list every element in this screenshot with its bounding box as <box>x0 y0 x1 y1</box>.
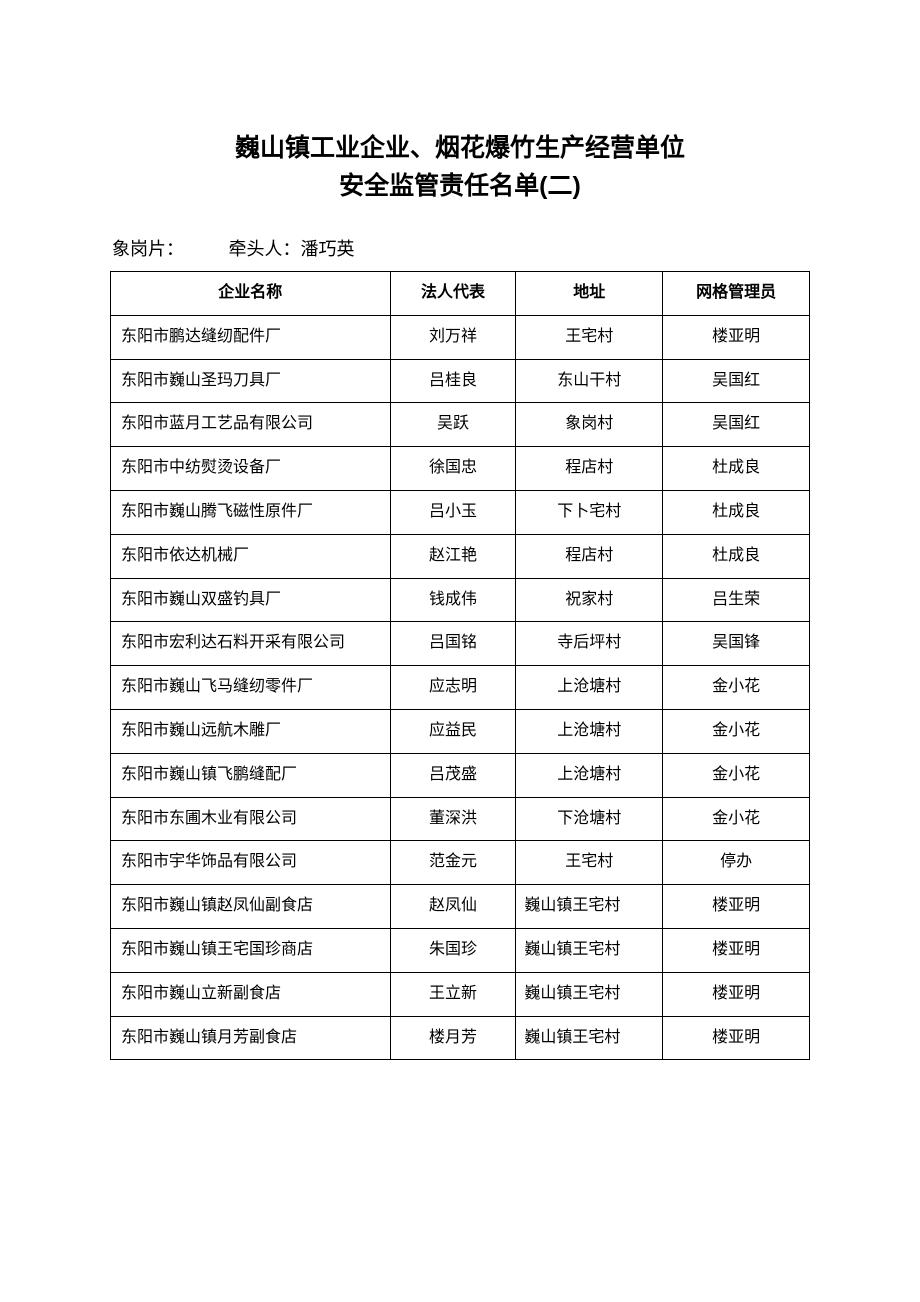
cell-grid-admin: 金小花 <box>663 666 810 710</box>
cell-legal-rep: 刘万祥 <box>390 315 516 359</box>
cell-address: 巍山镇王宅村 <box>516 885 663 929</box>
cell-address: 王宅村 <box>516 315 663 359</box>
cell-grid-admin: 停办 <box>663 841 810 885</box>
cell-address: 巍山镇王宅村 <box>516 972 663 1016</box>
table-row: 东阳市巍山镇赵凤仙副食店赵凤仙巍山镇王宅村楼亚明 <box>111 885 810 929</box>
cell-company: 东阳市巍山镇月芳副食店 <box>111 1016 391 1060</box>
col-header-grid-admin: 网格管理员 <box>663 272 810 316</box>
cell-company: 东阳市巍山飞马缝纫零件厂 <box>111 666 391 710</box>
cell-company: 东阳市巍山镇赵凤仙副食店 <box>111 885 391 929</box>
col-header-company: 企业名称 <box>111 272 391 316</box>
table-row: 东阳市宏利达石料开采有限公司吕国铭寺后坪村吴国锋 <box>111 622 810 666</box>
table-row: 东阳市巍山双盛钓具厂钱成伟祝家村吕生荣 <box>111 578 810 622</box>
cell-legal-rep: 楼月芳 <box>390 1016 516 1060</box>
cell-address: 祝家村 <box>516 578 663 622</box>
responsibility-table: 企业名称 法人代表 地址 网格管理员 东阳市鹏达缝纫配件厂刘万祥王宅村楼亚明东阳… <box>110 271 810 1060</box>
table-header-row: 企业名称 法人代表 地址 网格管理员 <box>111 272 810 316</box>
table-row: 东阳市巍山飞马缝纫零件厂应志明上沧塘村金小花 <box>111 666 810 710</box>
cell-grid-admin: 吕生荣 <box>663 578 810 622</box>
table-row: 东阳市巍山腾飞磁性原件厂吕小玉下卜宅村杜成良 <box>111 490 810 534</box>
table-row: 东阳市宇华饰品有限公司范金元王宅村停办 <box>111 841 810 885</box>
cell-address: 王宅村 <box>516 841 663 885</box>
cell-address: 上沧塘村 <box>516 753 663 797</box>
cell-company: 东阳市依达机械厂 <box>111 534 391 578</box>
cell-legal-rep: 钱成伟 <box>390 578 516 622</box>
cell-address: 上沧塘村 <box>516 666 663 710</box>
cell-address: 程店村 <box>516 447 663 491</box>
table-row: 东阳市巍山立新副食店王立新巍山镇王宅村楼亚明 <box>111 972 810 1016</box>
cell-legal-rep: 吕桂良 <box>390 359 516 403</box>
table-row: 东阳市巍山圣玛刀具厂吕桂良东山干村吴国红 <box>111 359 810 403</box>
cell-legal-rep: 应益民 <box>390 709 516 753</box>
title-line-1: 巍山镇工业企业、烟花爆竹生产经营单位 <box>110 130 810 168</box>
cell-grid-admin: 吴国锋 <box>663 622 810 666</box>
cell-address: 下卜宅村 <box>516 490 663 534</box>
cell-company: 东阳市巍山镇飞鹏缝配厂 <box>111 753 391 797</box>
cell-legal-rep: 应志明 <box>390 666 516 710</box>
cell-grid-admin: 金小花 <box>663 753 810 797</box>
table-row: 东阳市中纺熨烫设备厂徐国忠程店村杜成良 <box>111 447 810 491</box>
title-line-2: 安全监管责任名单(二) <box>110 168 810 206</box>
cell-address: 程店村 <box>516 534 663 578</box>
cell-grid-admin: 金小花 <box>663 709 810 753</box>
cell-company: 东阳市鹏达缝纫配件厂 <box>111 315 391 359</box>
cell-grid-admin: 楼亚明 <box>663 928 810 972</box>
cell-legal-rep: 朱国珍 <box>390 928 516 972</box>
cell-address: 东山干村 <box>516 359 663 403</box>
col-header-legal-rep: 法人代表 <box>390 272 516 316</box>
cell-legal-rep: 王立新 <box>390 972 516 1016</box>
cell-grid-admin: 吴国红 <box>663 359 810 403</box>
section-header: 象岗片： 牵头人：潘巧英 <box>110 235 810 261</box>
table-row: 东阳市东圃木业有限公司董深洪下沧塘村金小花 <box>111 797 810 841</box>
cell-address: 巍山镇王宅村 <box>516 928 663 972</box>
leader-label: 牵头人：潘巧英 <box>229 235 355 261</box>
cell-grid-admin: 楼亚明 <box>663 315 810 359</box>
cell-legal-rep: 吕小玉 <box>390 490 516 534</box>
cell-legal-rep: 吴跃 <box>390 403 516 447</box>
cell-address: 下沧塘村 <box>516 797 663 841</box>
cell-company: 东阳市巍山镇王宅国珍商店 <box>111 928 391 972</box>
cell-address: 象岗村 <box>516 403 663 447</box>
cell-legal-rep: 赵江艳 <box>390 534 516 578</box>
cell-company: 东阳市蓝月工艺品有限公司 <box>111 403 391 447</box>
table-row: 东阳市巍山镇飞鹏缝配厂吕茂盛上沧塘村金小花 <box>111 753 810 797</box>
table-row: 东阳市鹏达缝纫配件厂刘万祥王宅村楼亚明 <box>111 315 810 359</box>
cell-grid-admin: 杜成良 <box>663 447 810 491</box>
cell-grid-admin: 杜成良 <box>663 490 810 534</box>
cell-company: 东阳市巍山腾飞磁性原件厂 <box>111 490 391 534</box>
section-label: 象岗片： <box>112 235 184 261</box>
cell-legal-rep: 赵凤仙 <box>390 885 516 929</box>
cell-grid-admin: 金小花 <box>663 797 810 841</box>
table-row: 东阳市巍山镇王宅国珍商店朱国珍巍山镇王宅村楼亚明 <box>111 928 810 972</box>
cell-legal-rep: 吕国铭 <box>390 622 516 666</box>
cell-grid-admin: 吴国红 <box>663 403 810 447</box>
cell-company: 东阳市东圃木业有限公司 <box>111 797 391 841</box>
cell-legal-rep: 吕茂盛 <box>390 753 516 797</box>
cell-grid-admin: 楼亚明 <box>663 972 810 1016</box>
cell-grid-admin: 楼亚明 <box>663 1016 810 1060</box>
cell-company: 东阳市中纺熨烫设备厂 <box>111 447 391 491</box>
cell-address: 巍山镇王宅村 <box>516 1016 663 1060</box>
cell-company: 东阳市宏利达石料开采有限公司 <box>111 622 391 666</box>
cell-company: 东阳市宇华饰品有限公司 <box>111 841 391 885</box>
table-row: 东阳市蓝月工艺品有限公司吴跃象岗村吴国红 <box>111 403 810 447</box>
table-row: 东阳市巍山远航木雕厂应益民上沧塘村金小花 <box>111 709 810 753</box>
cell-address: 寺后坪村 <box>516 622 663 666</box>
cell-company: 东阳市巍山远航木雕厂 <box>111 709 391 753</box>
cell-company: 东阳市巍山立新副食店 <box>111 972 391 1016</box>
cell-company: 东阳市巍山双盛钓具厂 <box>111 578 391 622</box>
cell-grid-admin: 楼亚明 <box>663 885 810 929</box>
table-row: 东阳市巍山镇月芳副食店楼月芳巍山镇王宅村楼亚明 <box>111 1016 810 1060</box>
cell-legal-rep: 徐国忠 <box>390 447 516 491</box>
cell-address: 上沧塘村 <box>516 709 663 753</box>
cell-legal-rep: 范金元 <box>390 841 516 885</box>
cell-legal-rep: 董深洪 <box>390 797 516 841</box>
cell-company: 东阳市巍山圣玛刀具厂 <box>111 359 391 403</box>
table-row: 东阳市依达机械厂赵江艳程店村杜成良 <box>111 534 810 578</box>
col-header-address: 地址 <box>516 272 663 316</box>
cell-grid-admin: 杜成良 <box>663 534 810 578</box>
document-title: 巍山镇工业企业、烟花爆竹生产经营单位 安全监管责任名单(二) <box>110 130 810 205</box>
